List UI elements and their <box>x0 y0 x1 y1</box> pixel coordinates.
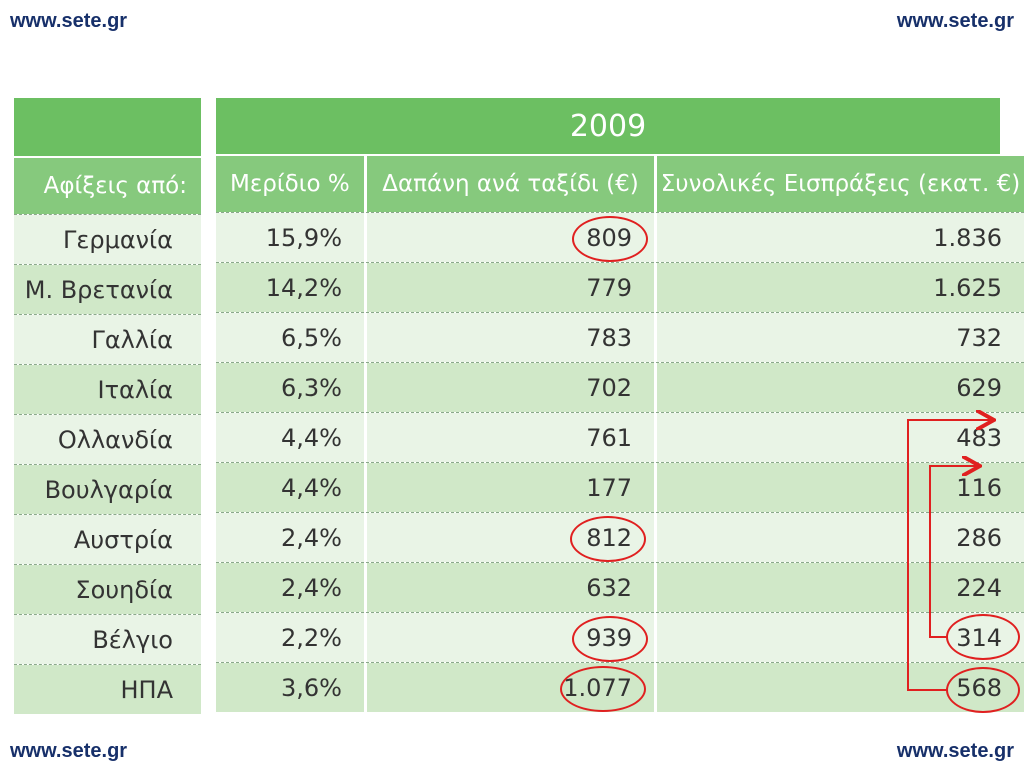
receipts-cell: 732 <box>654 313 1024 362</box>
site-link-top-right[interactable]: www.sete.gr <box>896 10 1014 32</box>
country-name: ΗΠΑ <box>14 665 201 714</box>
highlight-circle-spend-germany <box>572 216 648 262</box>
share-cell: 4,4% <box>216 413 364 462</box>
origin-row: Αυστρία <box>14 514 201 564</box>
country-name: Αυστρία <box>14 515 201 564</box>
spend-header: Δαπάνη ανά ταξίδι (€) <box>364 156 654 212</box>
highlight-circle-spend-austria <box>570 516 646 562</box>
origin-row: Σουηδία <box>14 564 201 614</box>
table-row: 2,4% 632 224 <box>216 562 1024 612</box>
table-row: 6,5% 783 732 <box>216 312 1024 362</box>
origin-row: Μ. Βρετανία <box>14 264 201 314</box>
spend-cell: 632 <box>364 563 654 612</box>
receipts-cell: 286 <box>654 513 1024 562</box>
arrow-usa-to-netherlands <box>907 420 992 691</box>
country-name: Σουηδία <box>14 565 201 614</box>
spend-cell: 779 <box>364 263 654 312</box>
origin-row: ΗΠΑ <box>14 664 201 714</box>
origin-column: Αφίξεις από: Γερμανία Μ. Βρετανία Γαλλία Ιτ… <box>14 98 201 714</box>
receipts-cell: 629 <box>654 363 1024 412</box>
origin-row: Ολλανδία <box>14 414 201 464</box>
data-rows: 15,9% 809 1.836 14,2% 779 1.625 6,5% 783 732 6,3%… <box>216 212 1024 712</box>
spend-cell: 783 <box>364 313 654 362</box>
data-block: 2009 Μερίδιο % Δαπάνη ανά ταξίδι (€) Συν… <box>216 98 1024 712</box>
share-cell: 15,9% <box>216 213 364 262</box>
origin-row: Βέλγιο <box>14 614 201 664</box>
table-row: 14,2% 779 1.625 <box>216 262 1024 312</box>
receipts-cell: 1.625 <box>654 263 1024 312</box>
receipts-cell: 1.836 <box>654 213 1024 262</box>
share-cell: 2,4% <box>216 563 364 612</box>
country-name: Μ. Βρετανία <box>14 265 201 314</box>
origin-row: Βουλγαρία <box>14 464 201 514</box>
country-name: Ολλανδία <box>14 415 201 464</box>
highlight-circle-spend-belgium <box>572 616 648 662</box>
country-name: Βέλγιο <box>14 615 201 664</box>
share-cell: 14,2% <box>216 263 364 312</box>
table-row: 15,9% 809 1.836 <box>216 212 1024 262</box>
spend-cell: 761 <box>364 413 654 462</box>
column-headers: Μερίδιο % Δαπάνη ανά ταξίδι (€) Συνολικέ… <box>216 156 1024 212</box>
site-link-bottom-left[interactable]: www.sete.gr <box>10 740 128 762</box>
site-link-top-left[interactable]: www.sete.gr <box>10 10 128 32</box>
spend-cell: 702 <box>364 363 654 412</box>
receipts-cell: 224 <box>654 563 1024 612</box>
origin-row: Γαλλία <box>14 314 201 364</box>
spend-cell: 177 <box>364 463 654 512</box>
country-name: Ιταλία <box>14 365 201 414</box>
origin-rows: Γερμανία Μ. Βρετανία Γαλλία Ιταλία Ολλανδία Β… <box>14 214 201 714</box>
share-cell: 6,3% <box>216 363 364 412</box>
receipts-header: Συνολικές Εισπράξεις (εκατ. €) <box>654 156 1024 212</box>
country-name: Βουλγαρία <box>14 465 201 514</box>
origin-header-blank <box>14 98 201 156</box>
site-link-bottom-right[interactable]: www.sete.gr <box>896 740 1014 762</box>
share-cell: 2,2% <box>216 613 364 662</box>
table-row: 6,3% 702 629 <box>216 362 1024 412</box>
share-cell: 2,4% <box>216 513 364 562</box>
highlight-circle-spend-usa <box>560 666 646 712</box>
origin-row: Ιταλία <box>14 364 201 414</box>
year-header: 2009 <box>216 98 1000 154</box>
origin-row: Γερμανία <box>14 214 201 264</box>
arrow-belgium-to-bulgaria <box>929 466 978 638</box>
share-cell: 6,5% <box>216 313 364 362</box>
share-cell: 3,6% <box>216 663 364 712</box>
country-name: Γερμανία <box>14 215 201 264</box>
country-name: Γαλλία <box>14 315 201 364</box>
origin-header: Αφίξεις από: <box>14 158 201 214</box>
share-cell: 4,4% <box>216 463 364 512</box>
share-header: Μερίδιο % <box>216 156 364 212</box>
